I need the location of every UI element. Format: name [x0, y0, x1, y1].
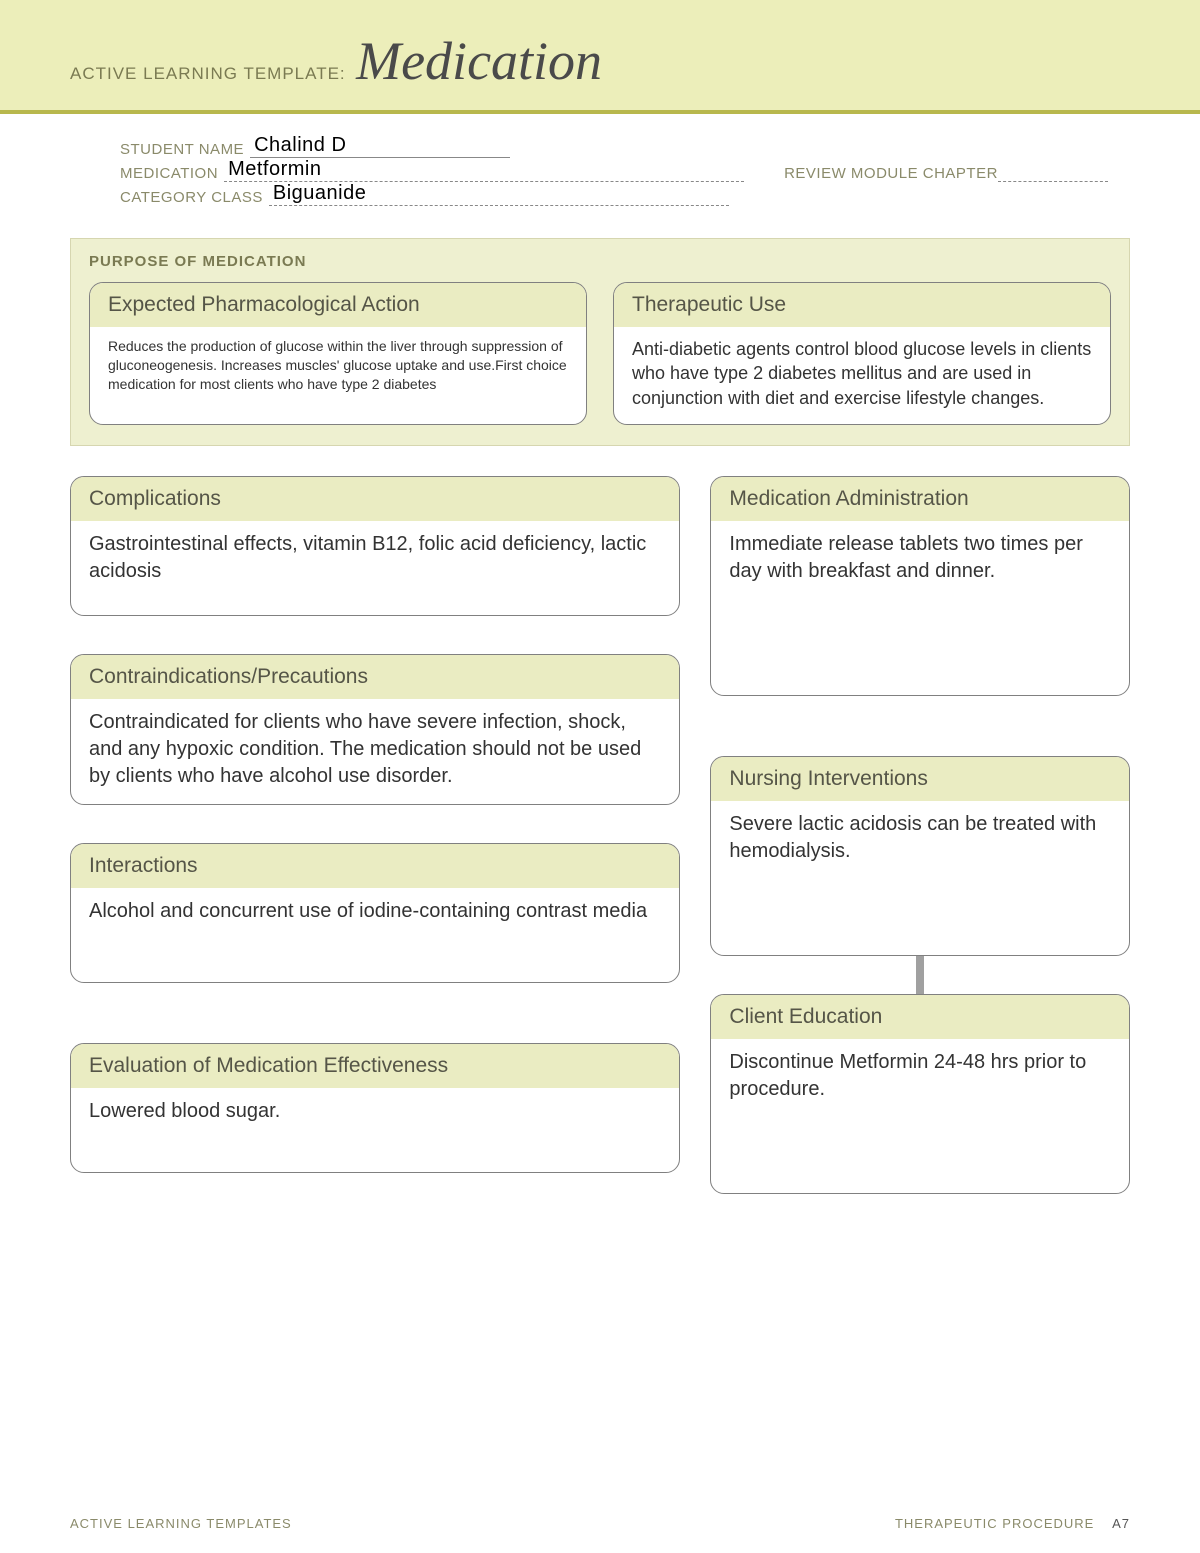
- pharm-action-body: Reduces the production of glucose within…: [90, 327, 586, 408]
- purpose-section-title: PURPOSE OF MEDICATION: [89, 253, 1111, 270]
- purpose-columns: Expected Pharmacological Action Reduces …: [89, 282, 1111, 425]
- footer-page-code: A7: [1112, 1516, 1130, 1531]
- main-grid: Complications Gastrointestinal effects, …: [0, 446, 1200, 1194]
- complications-title: Complications: [71, 477, 679, 521]
- left-column: Complications Gastrointestinal effects, …: [70, 476, 680, 1194]
- student-name-value: Chalind D: [254, 134, 346, 157]
- review-module-field[interactable]: [998, 168, 1108, 182]
- spacer: [710, 696, 1130, 756]
- category-label: CATEGORY CLASS: [120, 189, 269, 206]
- pharm-action-title: Expected Pharmacological Action: [90, 283, 586, 327]
- page-footer: ACTIVE LEARNING TEMPLATES THERAPEUTIC PR…: [70, 1516, 1130, 1531]
- nursing-body: Severe lactic acidosis can be treated wi…: [711, 801, 1129, 879]
- info-block: STUDENT NAME Chalind D MEDICATION Metfor…: [0, 114, 1200, 222]
- footer-right: THERAPEUTIC PROCEDURE A7: [895, 1516, 1130, 1531]
- header-band: ACTIVE LEARNING TEMPLATE: Medication: [0, 0, 1200, 114]
- contraindications-body: Contraindicated for clients who have sev…: [71, 699, 679, 804]
- category-value: Biguanide: [273, 182, 366, 205]
- template-prefix: ACTIVE LEARNING TEMPLATE:: [70, 64, 346, 84]
- medication-label: MEDICATION: [120, 165, 224, 182]
- nursing-title: Nursing Interventions: [711, 757, 1129, 801]
- med-admin-box: Medication Administration Immediate rele…: [710, 476, 1130, 696]
- medication-field[interactable]: Metformin: [224, 164, 744, 182]
- med-admin-title: Medication Administration: [711, 477, 1129, 521]
- student-name-label: STUDENT NAME: [120, 141, 250, 158]
- evaluation-box: Evaluation of Medication Effectiveness L…: [70, 1043, 680, 1173]
- page: ACTIVE LEARNING TEMPLATE: Medication STU…: [0, 0, 1200, 1553]
- category-field[interactable]: Biguanide: [269, 188, 729, 206]
- footer-left: ACTIVE LEARNING TEMPLATES: [70, 1516, 292, 1531]
- contraindications-title: Contraindications/Precautions: [71, 655, 679, 699]
- therapeutic-use-body: Anti-diabetic agents control blood gluco…: [614, 327, 1110, 424]
- medication-value: Metformin: [228, 158, 321, 181]
- pharm-action-box: Expected Pharmacological Action Reduces …: [89, 282, 587, 425]
- connector-line: [916, 956, 924, 994]
- student-name-row: STUDENT NAME Chalind D: [120, 138, 1130, 158]
- client-ed-box: Client Education Discontinue Metformin 2…: [710, 994, 1130, 1194]
- complications-box: Complications Gastrointestinal effects, …: [70, 476, 680, 616]
- template-title: Medication: [356, 30, 602, 92]
- client-ed-body: Discontinue Metformin 24-48 hrs prior to…: [711, 1039, 1129, 1117]
- interactions-body: Alcohol and concurrent use of iodine-con…: [71, 888, 679, 939]
- footer-right-prefix: THERAPEUTIC PROCEDURE: [895, 1516, 1094, 1531]
- review-module-label: REVIEW MODULE CHAPTER: [784, 165, 998, 182]
- contraindications-box: Contraindications/Precautions Contraindi…: [70, 654, 680, 805]
- medication-row: MEDICATION Metformin REVIEW MODULE CHAPT…: [120, 164, 1130, 182]
- client-ed-title: Client Education: [711, 995, 1129, 1039]
- nursing-box: Nursing Interventions Severe lactic acid…: [710, 756, 1130, 956]
- student-name-field[interactable]: Chalind D: [250, 138, 510, 158]
- interactions-title: Interactions: [71, 844, 679, 888]
- therapeutic-use-box: Therapeutic Use Anti-diabetic agents con…: [613, 282, 1111, 425]
- evaluation-body: Lowered blood sugar.: [71, 1088, 679, 1139]
- interactions-box: Interactions Alcohol and concurrent use …: [70, 843, 680, 983]
- purpose-section: PURPOSE OF MEDICATION Expected Pharmacol…: [70, 238, 1130, 446]
- evaluation-title: Evaluation of Medication Effectiveness: [71, 1044, 679, 1088]
- therapeutic-use-title: Therapeutic Use: [614, 283, 1110, 327]
- category-row: CATEGORY CLASS Biguanide: [120, 188, 1130, 206]
- med-admin-body: Immediate release tablets two times per …: [711, 521, 1129, 599]
- complications-body: Gastrointestinal effects, vitamin B12, f…: [71, 521, 679, 599]
- right-column: Medication Administration Immediate rele…: [710, 476, 1130, 1194]
